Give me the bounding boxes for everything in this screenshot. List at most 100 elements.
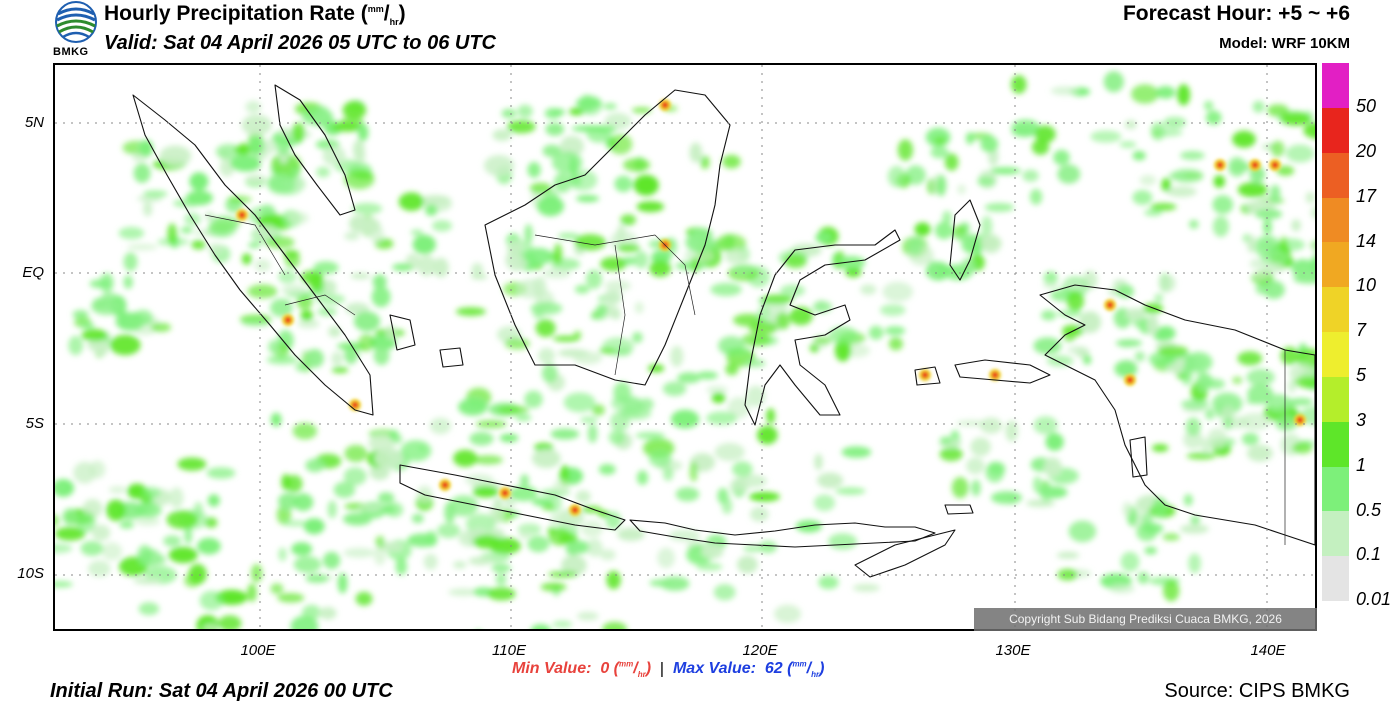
rain-cell	[72, 309, 89, 319]
rain-cell	[150, 322, 172, 332]
rain-cell	[724, 249, 748, 265]
rain-cell	[1035, 125, 1056, 144]
rain-cell	[936, 175, 946, 197]
rain-cell	[1007, 492, 1019, 505]
rain-cell	[552, 335, 580, 342]
heavy-rain-cells	[236, 99, 1306, 516]
lon-label-100e: 100E	[240, 642, 276, 659]
rain-cell	[529, 182, 552, 194]
rain-cell	[1310, 255, 1315, 277]
rain-cell	[636, 201, 665, 213]
rain-cell	[965, 132, 975, 145]
lon-label-140e: 140E	[1250, 642, 1286, 659]
rain-cell	[328, 326, 341, 338]
rain-cell	[1152, 128, 1183, 137]
nusa-tenggara-coast	[629, 519, 936, 548]
seram-coast	[954, 359, 1051, 384]
rain-cell	[552, 620, 573, 628]
colorbar-label: 0.01	[1356, 589, 1392, 610]
colorbar-segment	[1322, 332, 1349, 378]
rain-cell	[1262, 280, 1285, 299]
rain-cell	[314, 106, 331, 128]
lat-label-5s: 5S	[25, 415, 44, 432]
rain-cell	[138, 602, 160, 616]
rain-cell	[542, 144, 562, 158]
rain-cell	[614, 175, 633, 193]
rain-cell	[368, 434, 395, 452]
rain-cell	[1289, 398, 1313, 406]
rain-cell	[327, 500, 337, 519]
rain-cell	[608, 430, 625, 445]
rain-cell	[1183, 494, 1193, 506]
rain-cell	[296, 294, 313, 310]
rain-cell	[1146, 314, 1159, 336]
rain-cell	[616, 224, 626, 245]
rain-cell	[1232, 130, 1256, 148]
colorbar-segment	[1322, 511, 1349, 557]
colorbar-segment	[1322, 421, 1349, 467]
rain-cell	[495, 572, 507, 586]
rain-cell	[300, 310, 314, 321]
rain-cell	[89, 279, 112, 289]
rain-cell	[576, 195, 600, 203]
rain-cell	[1232, 376, 1243, 384]
rain-cell	[375, 535, 385, 548]
rain-cell	[1220, 406, 1235, 419]
rain-cell	[939, 436, 952, 445]
rain-cell	[1033, 337, 1062, 355]
rain-cell	[333, 481, 356, 498]
rain-cell	[1056, 551, 1080, 559]
rain-cell	[569, 156, 578, 177]
rain-cell	[543, 268, 571, 279]
rain-cell	[291, 122, 305, 142]
rain-cell	[598, 347, 617, 354]
rain-cell	[290, 615, 319, 629]
rain-cell	[1166, 186, 1197, 198]
rain-cell	[1183, 430, 1204, 449]
rain-cell	[600, 257, 627, 271]
rain-cell	[649, 451, 672, 468]
rain-cell	[169, 487, 184, 509]
rain-cell	[1057, 309, 1083, 318]
rain-cell	[834, 339, 852, 362]
rain-cell	[690, 256, 700, 273]
rain-cell	[684, 248, 715, 263]
rain-cell	[784, 253, 807, 269]
rain-cell	[1011, 75, 1027, 94]
rain-cell	[860, 284, 877, 295]
colorbar-label: 50	[1356, 96, 1377, 116]
rain-cell	[815, 232, 832, 243]
rain-cell	[392, 263, 414, 272]
aru-coast	[1129, 436, 1148, 478]
coastlines	[132, 84, 1315, 578]
rain-cell	[80, 322, 95, 329]
rain-cell	[76, 512, 96, 533]
rain-cell	[371, 286, 391, 308]
rain-cell	[565, 542, 581, 556]
rain-cell	[1050, 86, 1080, 96]
rain-cell	[1157, 345, 1189, 357]
rain-cell	[1029, 188, 1043, 205]
max-label: Max Value:	[672, 660, 756, 678]
rain-cell	[722, 154, 741, 169]
halmahera-coast	[949, 199, 981, 281]
rain-cell	[939, 447, 963, 462]
rain-cell	[517, 104, 533, 118]
rain-cell	[1247, 235, 1256, 253]
rain-cell	[270, 412, 282, 427]
rain-cell	[1279, 236, 1288, 256]
rain-cell	[1078, 311, 1102, 334]
rain-cell	[1188, 553, 1201, 574]
rain-cell	[469, 431, 494, 446]
rain-cell	[970, 437, 991, 457]
rain-cell	[727, 397, 750, 419]
rain-cell	[553, 243, 563, 265]
rain-cell	[602, 621, 627, 629]
rain-cell	[905, 165, 926, 185]
rain-cell	[696, 562, 723, 571]
rain-cell	[410, 229, 424, 236]
rain-cell	[662, 466, 674, 481]
rain-cell	[254, 259, 271, 272]
rain-cell	[282, 250, 300, 258]
colorbar-label: 0.5	[1356, 499, 1382, 520]
